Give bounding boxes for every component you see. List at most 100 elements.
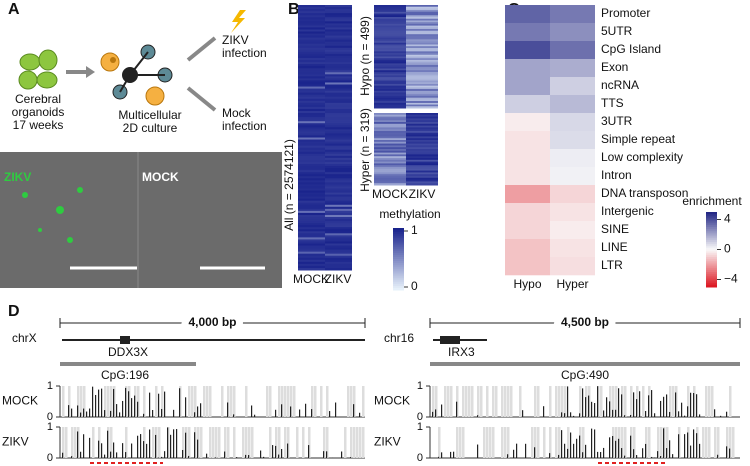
methylation-stripe <box>325 184 352 187</box>
cpg-bar <box>430 362 740 366</box>
tick-label: 0 <box>47 411 53 423</box>
methylation-stripe <box>406 118 438 121</box>
coverage-shade <box>624 427 627 458</box>
methylation-stripe <box>298 208 325 212</box>
methylation-bar <box>290 406 292 417</box>
methylation-stripe <box>298 174 325 177</box>
methylation-stripe <box>406 120 438 123</box>
methylation-bar <box>254 414 256 417</box>
lightning-icon <box>231 10 246 33</box>
methylation-stripe <box>374 89 406 92</box>
methylation-stripe <box>298 108 325 112</box>
methylation-stripe <box>406 61 438 64</box>
coverage-shade <box>636 386 639 417</box>
methylation-stripe <box>298 117 325 120</box>
methylation-stripe <box>374 131 406 134</box>
methylation-bar <box>233 414 235 417</box>
tick-label: 4 <box>724 212 731 226</box>
coverage-shade <box>158 427 161 458</box>
methylation-stripe <box>374 77 406 80</box>
methylation-stripe <box>298 202 325 206</box>
row-label: CpG Island <box>601 42 661 56</box>
coverage-shade <box>344 427 347 458</box>
coverage-shade <box>492 386 495 417</box>
methylation-stripe <box>406 75 438 78</box>
methylation-bar <box>687 406 689 417</box>
colorbar-segment <box>706 253 717 256</box>
label: infection <box>222 46 267 60</box>
methylation-stripe <box>374 154 406 157</box>
methylation-stripe <box>374 8 406 11</box>
methylation-stripe <box>406 131 438 134</box>
methylation-bar <box>86 411 88 417</box>
methylation-stripe <box>406 141 438 145</box>
colorbar-segment <box>393 254 404 258</box>
coverage-shade <box>200 427 203 458</box>
methylation-stripe <box>406 114 438 118</box>
methylation-bar <box>125 387 127 417</box>
coverage-shade <box>714 427 717 458</box>
methylation-stripe <box>325 60 352 63</box>
methylation-stripe <box>406 140 438 143</box>
methylation-bar <box>477 415 479 417</box>
methylation-stripe <box>406 77 438 80</box>
methylation-stripe <box>374 29 406 32</box>
methylation-stripe <box>374 56 406 59</box>
methylation-stripe <box>374 177 406 181</box>
methylation-stripe <box>325 229 352 232</box>
methylation-stripe <box>325 90 352 94</box>
colorbar-segment <box>706 247 717 250</box>
methylation-bar <box>714 409 716 417</box>
coverage-shade <box>350 427 353 458</box>
methylation-stripe <box>406 20 438 23</box>
methylation-bar <box>95 394 97 417</box>
methylation-stripe <box>374 78 406 82</box>
methylation-stripe <box>298 182 325 185</box>
heatmap-cell <box>505 257 550 276</box>
methylation-bar <box>594 429 596 458</box>
methylation-stripe <box>374 13 406 16</box>
methylation-stripe <box>298 62 325 65</box>
coverage-shade <box>666 427 669 458</box>
methylation-stripe <box>325 113 352 116</box>
methylation-stripe <box>406 179 438 182</box>
methylation-stripe <box>406 138 438 141</box>
methylation-stripe <box>406 95 438 99</box>
methylation-stripe <box>298 200 325 204</box>
colorbar-segment <box>393 261 404 264</box>
methylation-bar <box>639 391 641 417</box>
coverage-shade <box>155 386 158 417</box>
methylation-bar <box>609 401 611 417</box>
methylation-stripe <box>374 176 406 179</box>
coverage-shade <box>224 427 227 458</box>
gene-label: IRX3 <box>448 345 475 359</box>
methylation-bar <box>441 452 443 458</box>
methylation-stripe <box>298 263 325 267</box>
methylation-stripe <box>298 147 325 151</box>
coverage-shade <box>212 427 215 458</box>
coverage-shade <box>269 386 272 417</box>
coverage-shade <box>600 386 603 417</box>
methylation-bar <box>215 457 217 458</box>
methylation-stripe <box>374 127 406 130</box>
methylation-stripe <box>325 166 352 169</box>
methylation-bar <box>582 452 584 458</box>
methylation-bar <box>717 454 719 458</box>
methylation-stripe <box>325 117 352 120</box>
organoid-icons <box>18 49 58 90</box>
methylation-stripe <box>325 198 352 202</box>
arrow <box>186 36 217 62</box>
methylation-bar <box>161 408 163 417</box>
coverage-shade <box>74 427 77 458</box>
methylation-bar <box>200 403 202 417</box>
heatmap-cell <box>550 185 595 204</box>
label: infection <box>222 119 267 133</box>
methylation-stripe <box>406 53 438 56</box>
methylation-bar <box>194 412 196 417</box>
methylation-stripe <box>325 111 352 114</box>
methylation-bar <box>549 453 551 458</box>
coverage-shade <box>702 427 705 458</box>
methylation-bar <box>591 401 593 417</box>
label: Mock <box>222 106 252 120</box>
methylation-stripe <box>374 27 406 30</box>
